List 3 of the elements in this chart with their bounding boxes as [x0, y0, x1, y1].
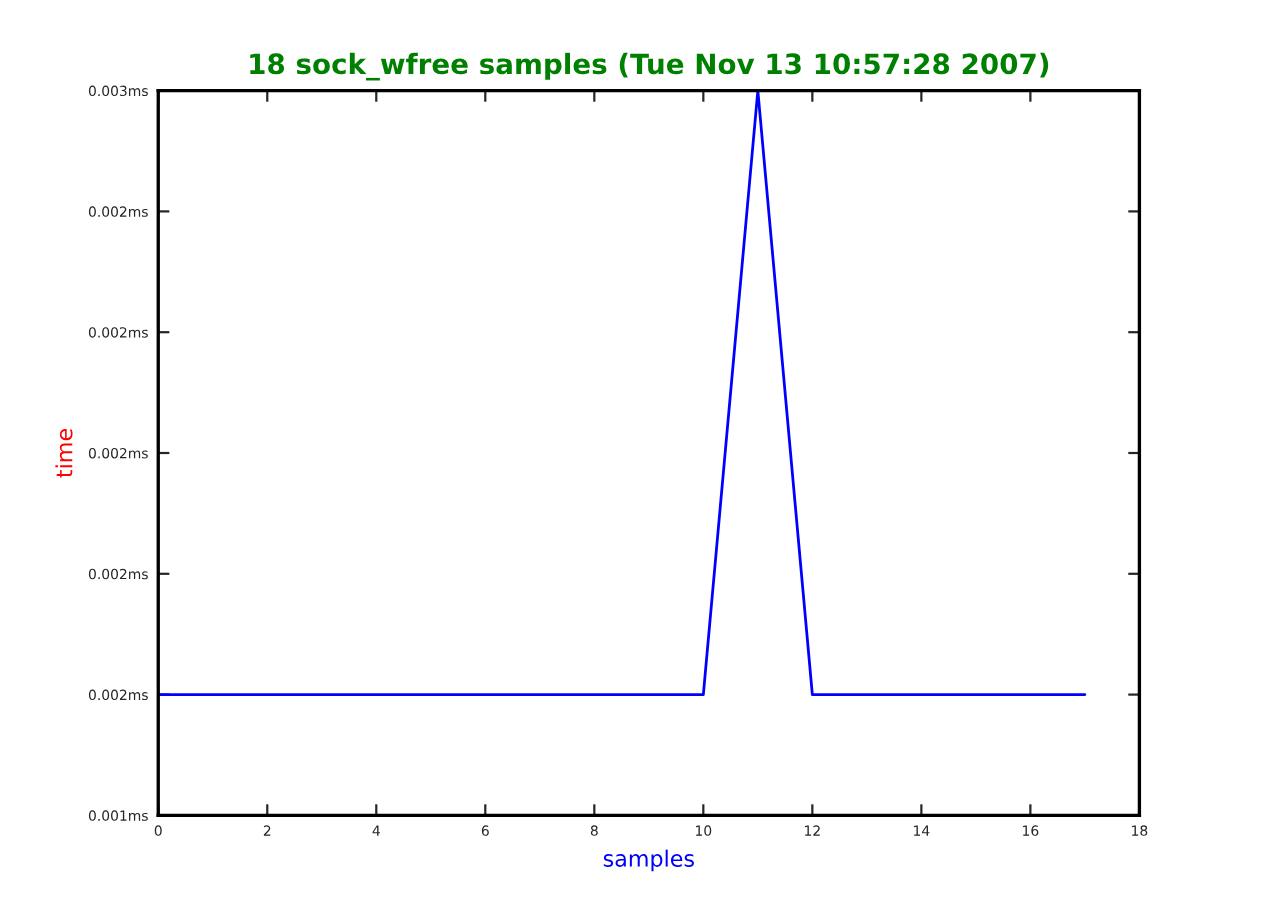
x-axis-title: samples [603, 849, 694, 872]
y-axis-title: time [55, 429, 73, 478]
chart-title: 18 sock_wfree samples (Tue Nov 13 10:57:28 2007) [250, 52, 1049, 81]
